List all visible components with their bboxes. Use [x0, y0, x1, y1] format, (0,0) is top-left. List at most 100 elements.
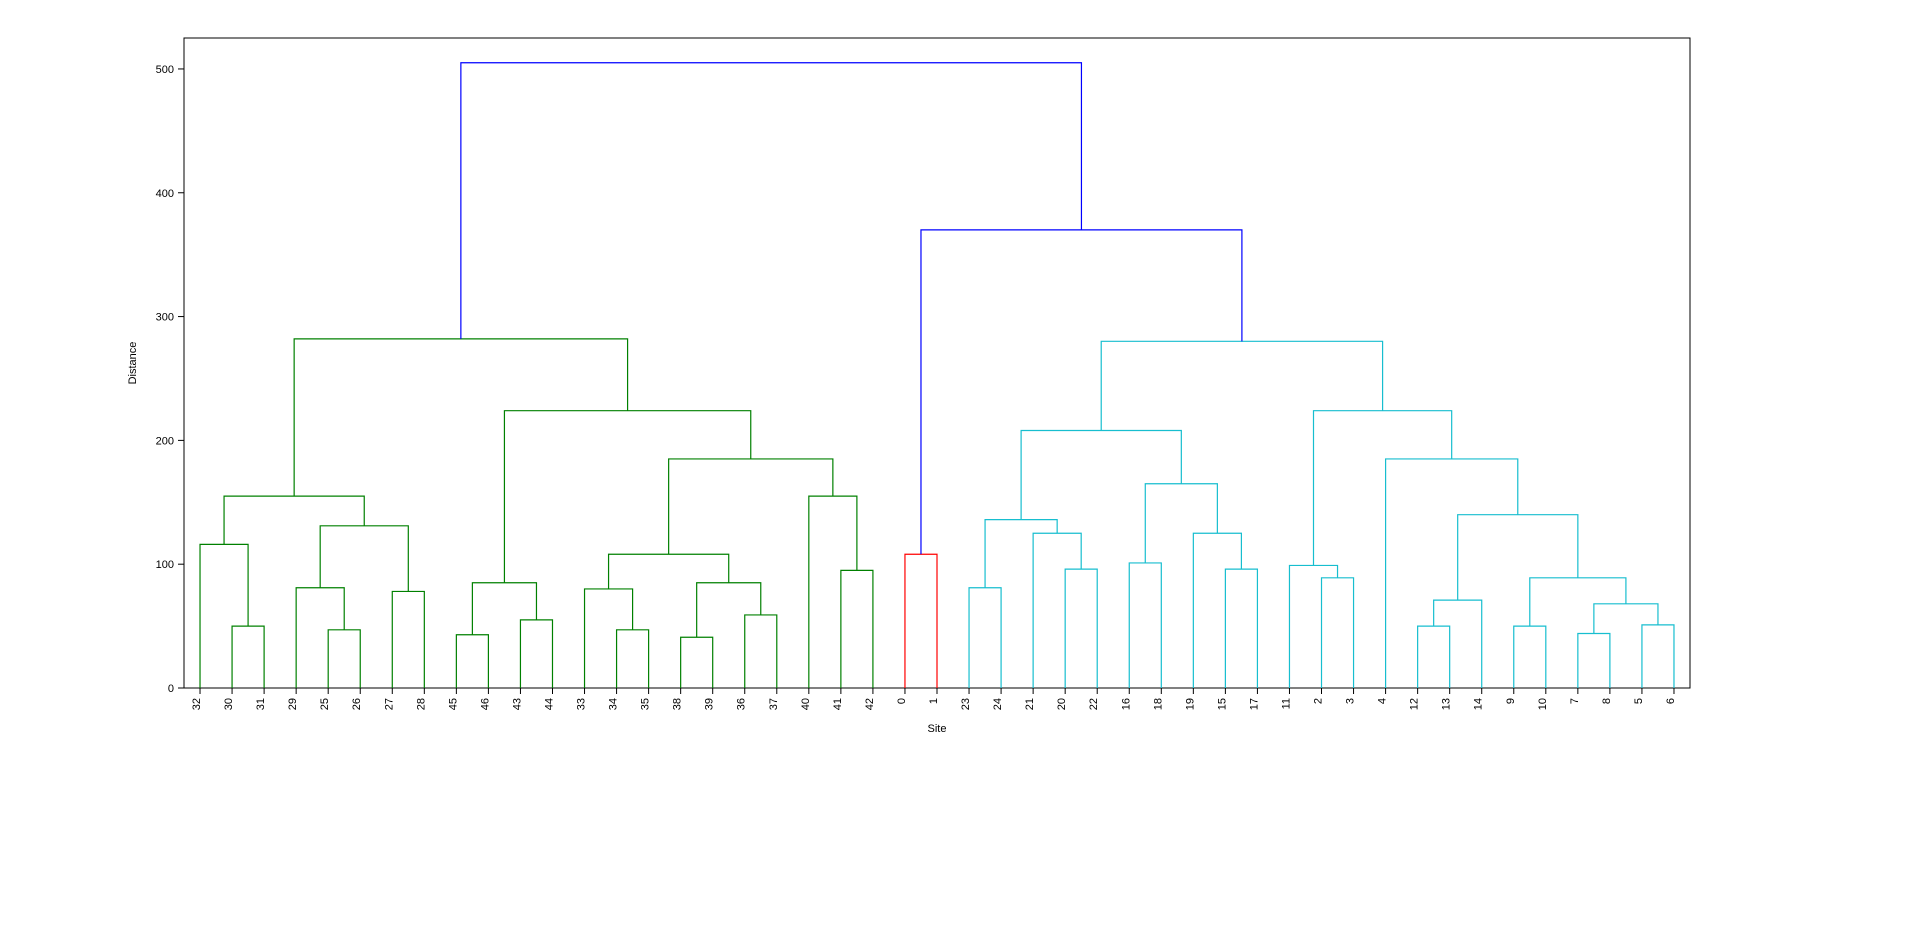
- leaf-label: 20: [1056, 698, 1068, 710]
- leaf-label: 24: [992, 698, 1004, 710]
- leaf-label: 35: [640, 698, 652, 710]
- leaf-label: 43: [511, 698, 523, 710]
- dendrogram-link: [1434, 600, 1482, 688]
- leaf-label: 32: [191, 698, 203, 710]
- ytick-label: 100: [156, 559, 174, 571]
- leaf-label: 10: [1537, 698, 1549, 710]
- dendrogram-link: [456, 635, 488, 688]
- dendrogram-link: [809, 496, 857, 688]
- leaf-label: 15: [1216, 698, 1228, 710]
- leaf-label: 9: [1505, 698, 1517, 704]
- leaf-label: 17: [1248, 698, 1260, 710]
- dendrogram-link: [681, 637, 713, 688]
- dendrogram-link: [1289, 565, 1337, 688]
- dendrogram-link: [669, 459, 833, 554]
- leaf-label: 44: [543, 698, 555, 710]
- dendrogram-link: [294, 339, 627, 496]
- dendrogram-chart: 0100200300400500323031292526272845464344…: [0, 0, 1920, 949]
- leaf-label: 13: [1441, 698, 1453, 710]
- leaf-label: 40: [800, 698, 812, 710]
- ytick-label: 500: [156, 64, 174, 76]
- leaf-label: 30: [223, 698, 235, 710]
- dendrogram-link: [905, 554, 937, 688]
- leaf-label: 0: [896, 698, 908, 704]
- dendrogram-link: [1594, 604, 1658, 634]
- x-axis-label: Site: [928, 723, 947, 735]
- leaf-label: 33: [576, 698, 588, 710]
- leaf-label: 19: [1184, 698, 1196, 710]
- dendrogram-link: [697, 583, 761, 637]
- dendrogram-link: [1065, 569, 1097, 688]
- dendrogram-link: [504, 411, 750, 583]
- y-axis-label: Distance: [127, 342, 139, 385]
- leaf-label: 3: [1345, 698, 1357, 704]
- dendrogram-link: [985, 520, 1057, 588]
- dendrogram-link: [520, 620, 552, 688]
- dendrogram-link: [200, 544, 248, 688]
- dendrogram-link: [969, 588, 1001, 688]
- leaf-label: 34: [608, 698, 620, 710]
- leaf-label: 36: [736, 698, 748, 710]
- dendrogram-link: [296, 588, 344, 688]
- dendrogram-link: [1514, 626, 1546, 688]
- dendrogram-link: [1530, 578, 1626, 626]
- leaf-label: 7: [1569, 698, 1581, 704]
- leaf-label: 45: [447, 698, 459, 710]
- ytick-label: 0: [168, 683, 174, 695]
- dendrogram-link: [609, 554, 729, 589]
- dendrogram-link: [745, 615, 777, 688]
- leaf-label: 31: [255, 698, 267, 710]
- dendrogram-link: [841, 570, 873, 688]
- ytick-label: 200: [156, 435, 174, 447]
- leaf-label: 26: [351, 698, 363, 710]
- ytick-label: 400: [156, 188, 174, 200]
- leaf-label: 4: [1377, 698, 1389, 704]
- dendrogram-link: [328, 630, 360, 688]
- dendrogram-link: [1386, 459, 1518, 688]
- leaf-label: 25: [319, 698, 331, 710]
- leaf-label: 37: [768, 698, 780, 710]
- leaf-label: 16: [1120, 698, 1132, 710]
- leaf-label: 42: [864, 698, 876, 710]
- leaf-label: 21: [1024, 698, 1036, 710]
- leaf-label: 18: [1152, 698, 1164, 710]
- leaf-label: 39: [704, 698, 716, 710]
- dendrogram-link: [472, 583, 536, 635]
- leaf-label: 8: [1601, 698, 1613, 704]
- leaf-label: 2: [1313, 698, 1325, 704]
- dendrogram-link: [1458, 515, 1578, 600]
- dendrogram-link: [320, 526, 408, 592]
- dendrogram-link: [392, 591, 424, 688]
- dendrogram-link: [1322, 578, 1354, 688]
- dendrogram-link: [224, 496, 364, 544]
- dendrogram-link: [1033, 533, 1081, 688]
- leaf-label: 29: [287, 698, 299, 710]
- dendrogram-link: [617, 630, 649, 688]
- leaf-label: 27: [383, 698, 395, 710]
- dendrogram-link: [585, 589, 633, 688]
- leaf-label: 41: [832, 698, 844, 710]
- dendrogram-link: [1145, 484, 1217, 563]
- leaf-label: 38: [672, 698, 684, 710]
- dendrogram-link: [1225, 569, 1257, 688]
- ytick-label: 300: [156, 312, 174, 324]
- dendrogram-link: [1642, 625, 1674, 688]
- dendrogram-link: [921, 230, 1242, 554]
- dendrogram-link: [232, 626, 264, 688]
- leaf-label: 23: [960, 698, 972, 710]
- leaf-label: 5: [1633, 698, 1645, 704]
- dendrogram-link: [1193, 533, 1241, 688]
- leaf-label: 46: [479, 698, 491, 710]
- leaf-label: 12: [1409, 698, 1421, 710]
- dendrogram-link: [1578, 634, 1610, 688]
- leaf-label: 11: [1280, 698, 1292, 709]
- dendrogram-link: [1021, 430, 1181, 519]
- dendrogram-link: [1101, 341, 1382, 430]
- leaf-label: 14: [1473, 698, 1485, 710]
- leaf-label: 1: [928, 698, 940, 704]
- leaf-label: 6: [1665, 698, 1677, 704]
- dendrogram-link: [1418, 626, 1450, 688]
- leaf-label: 22: [1088, 698, 1100, 710]
- dendrogram-link: [1129, 563, 1161, 688]
- dendrogram-link: [461, 63, 1082, 339]
